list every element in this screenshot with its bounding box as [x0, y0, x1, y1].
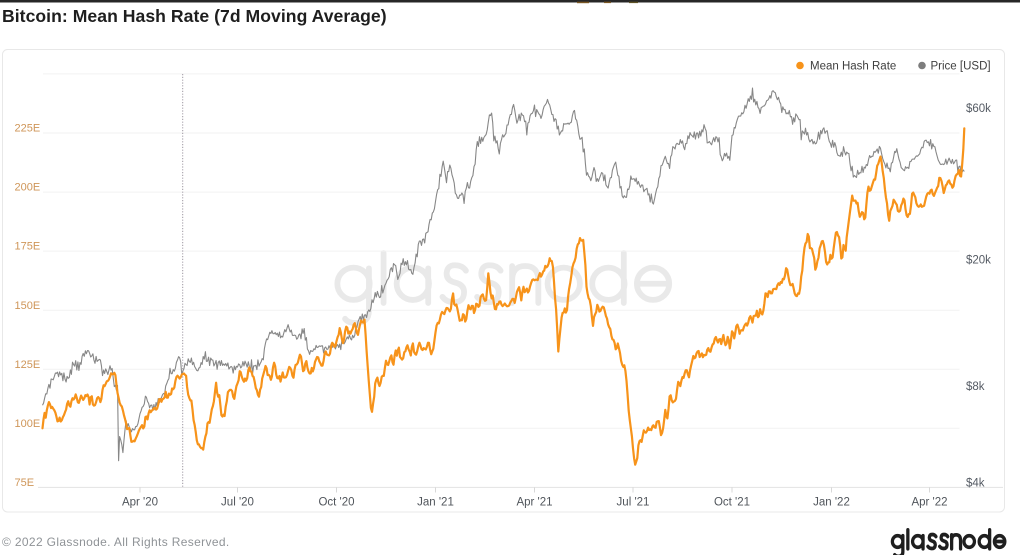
- svg-text:Jan '21: Jan '21: [417, 497, 454, 509]
- svg-text:Price [USD]: Price [USD]: [931, 61, 991, 73]
- svg-text:Bitcoin: Mean Hash Rate (7d Mo: Bitcoin: Mean Hash Rate (7d Moving Avera…: [2, 6, 387, 26]
- svg-text:100E: 100E: [15, 418, 41, 430]
- svg-text:Apr '20: Apr '20: [122, 497, 158, 509]
- svg-text:175E: 175E: [15, 241, 41, 253]
- svg-text:200E: 200E: [15, 182, 41, 194]
- svg-text:© 2022 Glassnode. All Rights R: © 2022 Glassnode. All Rights Reserved.: [2, 535, 230, 549]
- svg-text:Jul '21: Jul '21: [617, 497, 650, 509]
- svg-text:Apr '21: Apr '21: [516, 497, 552, 509]
- svg-text:$4k: $4k: [966, 478, 985, 490]
- svg-text:Mean Hash Rate: Mean Hash Rate: [810, 61, 896, 73]
- svg-text:$20k: $20k: [966, 255, 991, 267]
- svg-text:Apr '22: Apr '22: [911, 497, 947, 509]
- svg-text:Oct '20: Oct '20: [318, 497, 354, 509]
- svg-text:225E: 225E: [15, 123, 41, 135]
- svg-text:75E: 75E: [15, 477, 35, 489]
- svg-text:Oct '21: Oct '21: [714, 497, 750, 509]
- svg-text:$60k: $60k: [966, 103, 991, 115]
- svg-text:Jan '22: Jan '22: [813, 497, 850, 509]
- svg-text:150E: 150E: [15, 300, 41, 312]
- svg-text:$8k: $8k: [966, 381, 985, 393]
- svg-text:Jul '20: Jul '20: [221, 497, 254, 509]
- svg-text:125E: 125E: [15, 359, 41, 371]
